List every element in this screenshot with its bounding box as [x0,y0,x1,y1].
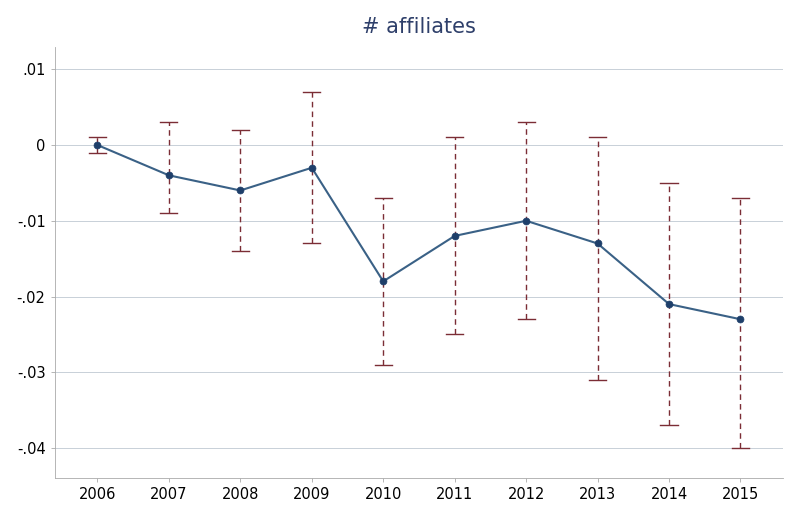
Title: # affiliates: # affiliates [362,17,476,37]
